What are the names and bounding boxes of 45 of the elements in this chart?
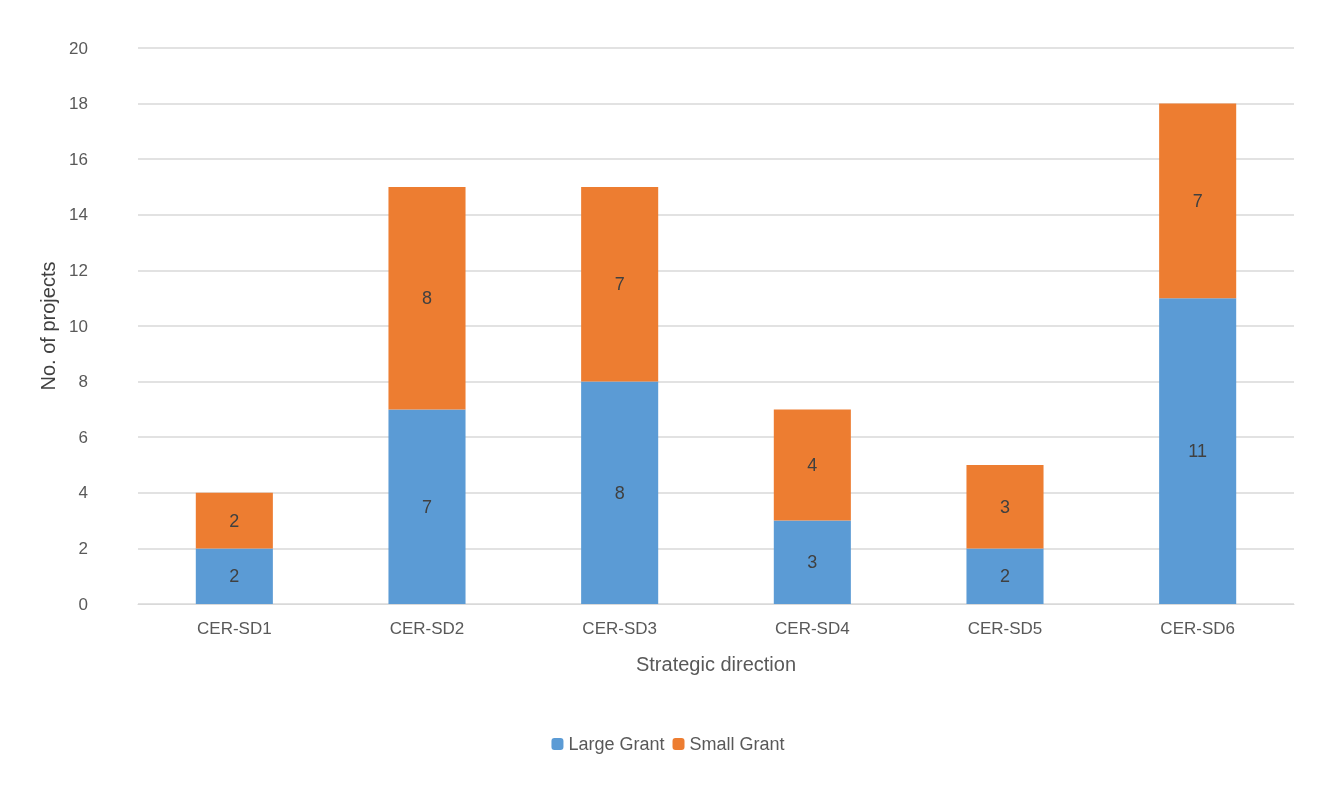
bar	[773, 409, 851, 521]
data-label: 8	[421, 288, 433, 309]
legend-label: Large Grant	[568, 734, 665, 754]
y-tick-label: 18	[69, 94, 88, 114]
x-tick-label: CER-SD5	[967, 619, 1043, 638]
y-tick-label: 10	[69, 316, 88, 336]
y-tick-label: 14	[69, 205, 88, 225]
y-tick-label: 20	[69, 38, 88, 58]
data-label: 2	[229, 566, 240, 587]
data-label: 8	[614, 482, 625, 503]
x-tick-label: CER-SD2	[389, 619, 465, 638]
x-tick-label: CER-SD4	[775, 619, 850, 638]
x-tick-label: CER-SD1	[197, 619, 272, 638]
y-tick-label: 2	[78, 538, 88, 558]
data-label: 4	[807, 455, 818, 475]
y-tick-label: 4	[78, 483, 88, 503]
x-tick-label: CER-SD3	[582, 619, 657, 638]
y-tick-label: 8	[78, 372, 88, 392]
data-label: 7	[614, 274, 625, 295]
data-label: 11	[1188, 441, 1208, 462]
bar	[1159, 103, 1237, 299]
y-tick-label: 12	[69, 260, 88, 280]
y-tick-label: 0	[78, 594, 88, 614]
bar	[388, 187, 466, 410]
data-label: 7	[1192, 190, 1203, 211]
bar	[581, 187, 659, 382]
x-tick-label: CER-SD6	[1160, 619, 1235, 638]
y-tick-label: 6	[78, 427, 88, 447]
bar	[195, 548, 273, 604]
data-label: 2	[229, 510, 240, 531]
data-label: 7	[421, 496, 433, 517]
data-label: 3	[807, 552, 818, 573]
bar	[773, 520, 851, 604]
y-tick-label: 16	[69, 149, 88, 169]
bar	[1159, 298, 1237, 604]
bar	[195, 492, 273, 549]
bar	[388, 409, 466, 604]
bar	[581, 381, 659, 604]
x-axis-title: Strategic direction	[635, 653, 797, 675]
bar	[966, 465, 1044, 549]
data-label: 3	[999, 496, 1011, 517]
bar	[966, 548, 1044, 604]
y-axis-title: No. of projects	[37, 261, 60, 391]
legend-label: Small Grant	[689, 734, 785, 754]
data-label: 2	[999, 566, 1011, 587]
